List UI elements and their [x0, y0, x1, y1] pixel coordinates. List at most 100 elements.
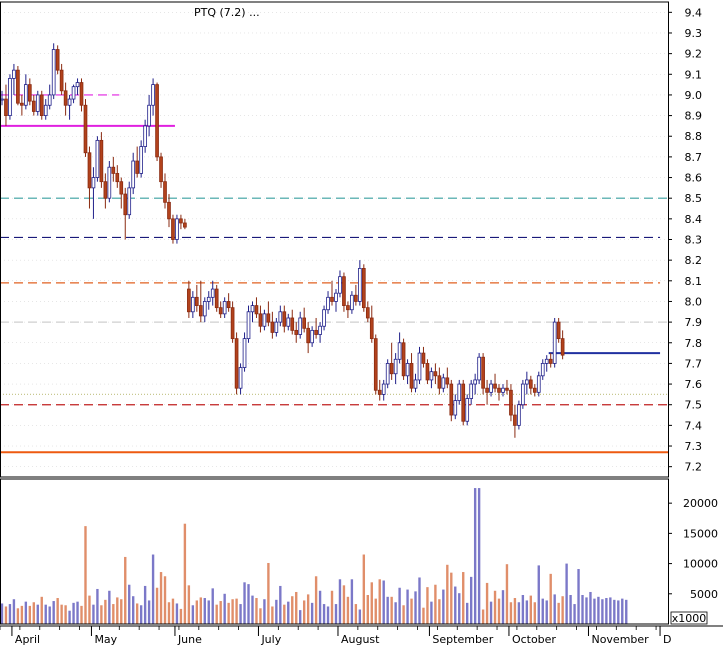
volume-bar [565, 563, 568, 624]
volume-bar [549, 573, 552, 624]
volume-bar [108, 590, 111, 624]
y-tick-label: 8.1 [685, 275, 703, 288]
candle-body [381, 383, 386, 395]
candle-body [107, 166, 112, 199]
y-tick-label: 8.4 [685, 213, 703, 226]
candle-body [63, 90, 68, 106]
volume-bar [529, 595, 533, 624]
candle-body [35, 94, 40, 112]
volume-bar [513, 598, 517, 624]
volume-bar [394, 602, 397, 624]
candle-body [262, 313, 267, 327]
volume-bar [402, 605, 405, 624]
volume-bar [16, 608, 20, 624]
volume-bar [128, 584, 131, 624]
candle-body [417, 352, 422, 381]
candle-body [202, 301, 207, 317]
x-tick-label: July [260, 633, 281, 646]
volume-bar [418, 577, 421, 624]
candle-body [135, 160, 140, 174]
candle-body [425, 363, 430, 381]
candle-body [254, 305, 259, 315]
volume-bar [434, 584, 437, 624]
candle-body [24, 84, 28, 106]
candle-body [497, 387, 501, 393]
volume-bar [223, 593, 226, 624]
volume-bar [497, 598, 501, 624]
volume-bar [80, 605, 83, 624]
y-tick-label: 7.6 [685, 378, 703, 391]
candle-body [171, 218, 175, 240]
candle-body [517, 404, 521, 426]
volume-bar [207, 600, 210, 624]
candle-body [290, 317, 295, 331]
candle-body [91, 177, 96, 189]
volume-bar [195, 600, 199, 624]
candle-body [31, 100, 36, 112]
volume-bar [199, 597, 202, 624]
volume-bar [139, 605, 143, 624]
volume-series [0, 488, 628, 624]
volume-bar [430, 601, 433, 624]
y-tick-label: 9.1 [685, 68, 703, 81]
candle-body [143, 125, 147, 147]
volume-bar [255, 598, 258, 624]
candle-body [385, 363, 390, 385]
candle-body [258, 313, 263, 327]
candle-body [373, 338, 378, 391]
volume-bar [577, 569, 580, 624]
volume-bar [271, 606, 274, 624]
candle-body [16, 69, 20, 104]
volume-bar [609, 597, 612, 624]
volume-bar [326, 606, 330, 624]
volume-bar [382, 580, 385, 624]
volume-bar [227, 602, 230, 624]
candle-body [83, 104, 88, 154]
candle-body [43, 104, 48, 116]
candle-body [127, 187, 132, 216]
volume-bar [299, 610, 302, 624]
candle-body [119, 181, 124, 195]
volume-bar [259, 608, 262, 624]
candle-body [266, 313, 271, 323]
volume-bar [267, 562, 270, 624]
candle-body [286, 317, 291, 327]
candle-body [552, 321, 557, 364]
candle-body [183, 222, 187, 228]
candle-body [194, 296, 199, 306]
volume-bar [533, 602, 536, 624]
candle-body [147, 104, 151, 127]
price-axis-ticks: 9.4 9.3 9.2 9.1 9.0 8.9 8.8 8.7 8.6 8.5 8.4 8.3 8.2 8… [668, 6, 703, 474]
volume-bar [179, 608, 183, 624]
y-tick-label: 7.7 [685, 357, 703, 370]
candle-body [413, 379, 418, 389]
candle-body [338, 276, 342, 294]
volume-bar [466, 602, 469, 624]
volume-bar [410, 598, 413, 624]
volume-bar [613, 599, 616, 624]
candle-body [198, 305, 203, 317]
y-tick-label: 9.0 [685, 89, 703, 102]
level-lines [0, 94, 668, 454]
candle-body [115, 173, 120, 183]
candle-body [175, 218, 179, 240]
candle-body [55, 49, 60, 71]
volume-bar [446, 564, 449, 624]
volume-bar [32, 602, 35, 624]
candle-body [87, 152, 92, 189]
candle-body [461, 383, 466, 422]
candle-body [350, 294, 354, 311]
candle-body [525, 379, 529, 385]
candle-body [123, 193, 128, 216]
volume-bar [68, 610, 71, 624]
volume-panel-frame [0, 478, 669, 625]
volume-bar [362, 554, 366, 624]
volume-bar [84, 526, 87, 624]
volume-bar [561, 596, 564, 624]
volume-bar [318, 590, 322, 624]
x-tick-label: June [177, 633, 202, 646]
volume-bar [358, 609, 362, 624]
candle-body [250, 305, 255, 313]
volume-bar [581, 595, 584, 624]
